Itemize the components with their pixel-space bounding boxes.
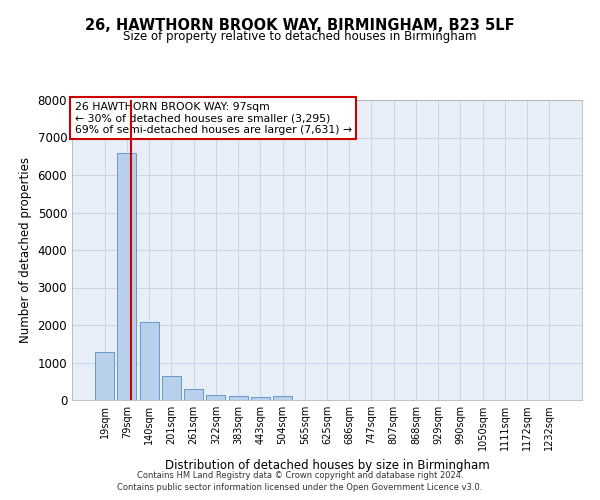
- Bar: [251, 397, 270, 400]
- Bar: [95, 352, 114, 400]
- Bar: [273, 396, 292, 400]
- X-axis label: Distribution of detached houses by size in Birmingham: Distribution of detached houses by size …: [164, 458, 490, 471]
- Text: 26, HAWTHORN BROOK WAY, BIRMINGHAM, B23 5LF: 26, HAWTHORN BROOK WAY, BIRMINGHAM, B23 …: [85, 18, 515, 32]
- Bar: [118, 152, 136, 400]
- Text: 26 HAWTHORN BROOK WAY: 97sqm
← 30% of detached houses are smaller (3,295)
69% of: 26 HAWTHORN BROOK WAY: 97sqm ← 30% of de…: [74, 102, 352, 134]
- Bar: [140, 322, 158, 400]
- Text: Contains public sector information licensed under the Open Government Licence v3: Contains public sector information licen…: [118, 484, 482, 492]
- Bar: [229, 396, 248, 400]
- Text: Size of property relative to detached houses in Birmingham: Size of property relative to detached ho…: [123, 30, 477, 43]
- Y-axis label: Number of detached properties: Number of detached properties: [19, 157, 32, 343]
- Text: Contains HM Land Registry data © Crown copyright and database right 2024.: Contains HM Land Registry data © Crown c…: [137, 471, 463, 480]
- Bar: [184, 390, 203, 400]
- Bar: [162, 376, 181, 400]
- Bar: [206, 395, 225, 400]
